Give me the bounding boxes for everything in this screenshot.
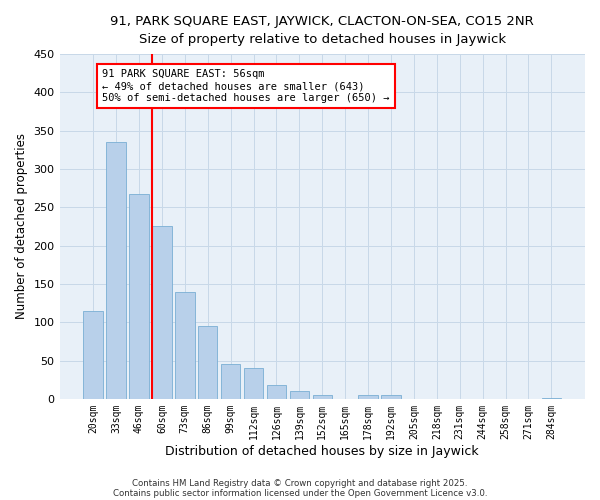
Title: 91, PARK SQUARE EAST, JAYWICK, CLACTON-ON-SEA, CO15 2NR
Size of property relativ: 91, PARK SQUARE EAST, JAYWICK, CLACTON-O… [110,15,534,46]
Text: Contains public sector information licensed under the Open Government Licence v3: Contains public sector information licen… [113,488,487,498]
Bar [267,385,286,399]
Bar [358,395,378,399]
Text: 91 PARK SQUARE EAST: 56sqm
← 49% of detached houses are smaller (643)
50% of sem: 91 PARK SQUARE EAST: 56sqm ← 49% of deta… [102,70,389,102]
Bar [290,391,309,399]
Bar [198,326,217,399]
Bar [152,226,172,399]
Bar [381,395,401,399]
X-axis label: Distribution of detached houses by size in Jaywick: Distribution of detached houses by size … [166,444,479,458]
Bar [221,364,241,399]
Bar [313,395,332,399]
Bar [175,292,194,399]
Bar [83,310,103,399]
Y-axis label: Number of detached properties: Number of detached properties [15,134,28,320]
Bar [244,368,263,399]
Bar [129,194,149,399]
Bar [542,398,561,399]
Bar [106,142,126,399]
Text: Contains HM Land Registry data © Crown copyright and database right 2025.: Contains HM Land Registry data © Crown c… [132,478,468,488]
